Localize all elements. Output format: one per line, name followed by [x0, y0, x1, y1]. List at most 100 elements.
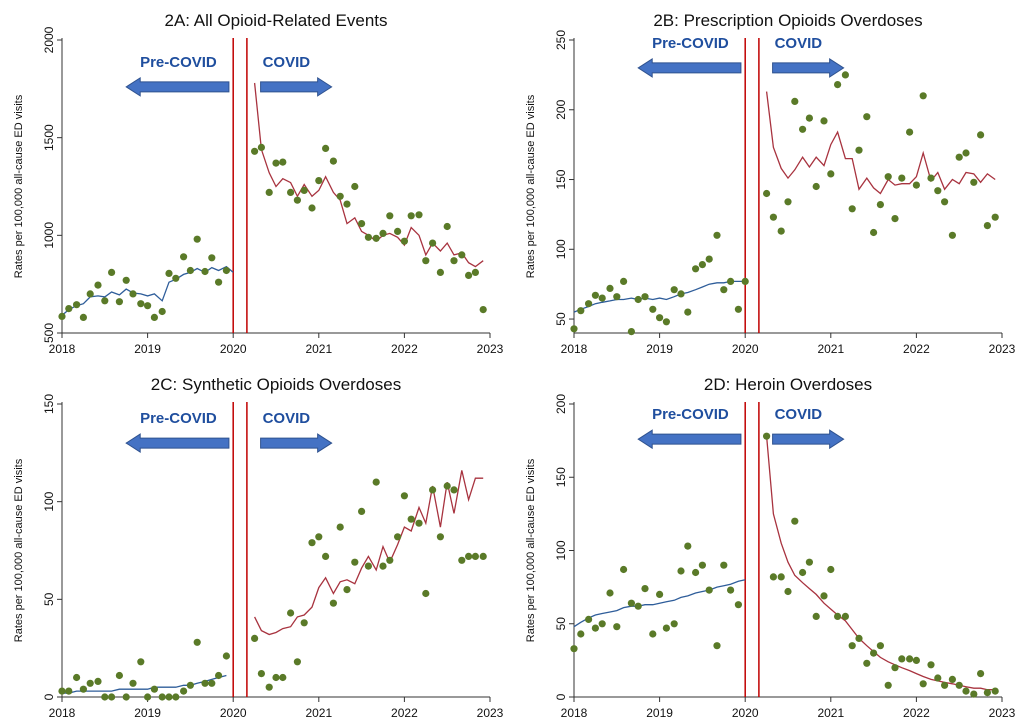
covid-data-point — [763, 432, 771, 440]
covid-data-point — [458, 556, 466, 564]
pre-covid-data-point — [627, 599, 635, 607]
covid-data-point — [265, 683, 273, 691]
pre-covid-data-point — [734, 305, 742, 313]
covid-data-point — [422, 257, 430, 265]
covid-arrow — [772, 57, 845, 78]
pre-covid-data-point — [208, 254, 216, 262]
pre-covid-data-point — [193, 638, 201, 646]
x-tick-label: 2021 — [305, 706, 332, 720]
covid-data-point — [386, 212, 394, 220]
covid-data-point — [322, 552, 330, 560]
covid-data-point — [351, 182, 359, 191]
covid-data-point — [429, 486, 437, 494]
covid-data-point — [329, 157, 337, 165]
pre-covid-data-point — [101, 693, 109, 701]
pre-covid-data-point — [65, 687, 73, 695]
pre-covid-data-point — [122, 276, 130, 284]
pre-covid-data-point — [79, 313, 87, 321]
pre-covid-data-point — [201, 267, 209, 276]
covid-data-point — [351, 558, 359, 566]
pre-covid-data-point — [180, 687, 188, 695]
pre-covid-data-point — [150, 685, 158, 693]
covid-data-point — [308, 204, 316, 212]
y-tick-label: 150 — [42, 394, 56, 414]
x-tick-label: 2023 — [989, 706, 1016, 720]
covid-data-point — [983, 689, 991, 697]
pre-covid-data-point — [677, 567, 685, 575]
covid-data-point — [372, 478, 380, 486]
x-tick-label: 2019 — [646, 342, 673, 356]
pre-covid-data-point — [58, 312, 66, 320]
pre-covid-data-point — [208, 679, 216, 687]
pre-covid-data-point — [94, 281, 102, 289]
pre-covid-data-point — [692, 265, 700, 273]
covid-data-point — [422, 589, 430, 598]
pre-covid-data-point — [215, 671, 223, 680]
pre-covid-data-point — [627, 328, 635, 336]
pre-covid-data-point — [172, 693, 180, 701]
pre-covid-data-point — [129, 290, 137, 298]
pre-covid-data-point — [172, 274, 180, 282]
covid-data-point — [429, 239, 437, 247]
pre-covid-data-point — [634, 295, 642, 304]
covid-arrow — [260, 433, 333, 453]
covid-data-point — [443, 482, 451, 490]
chart-panel-2b: 2B: Prescription Opioids Overdoses Rates … — [512, 0, 1024, 363]
pre-covid-data-point — [692, 568, 700, 577]
y-tick-label: 150 — [554, 467, 568, 487]
pre-covid-data-point — [641, 293, 649, 301]
covid-data-point — [300, 186, 308, 194]
covid-data-point — [934, 674, 942, 682]
x-tick-label: 2019 — [646, 706, 673, 720]
pre-covid-data-point — [649, 630, 657, 638]
covid-label: COVID — [263, 54, 311, 71]
covid-data-point — [977, 131, 985, 139]
covid-label: COVID — [263, 410, 311, 427]
covid-data-point — [876, 642, 884, 650]
covid-data-point — [407, 515, 415, 523]
covid-data-point — [257, 670, 265, 678]
covid-data-point — [848, 205, 856, 213]
pre-covid-data-point — [585, 300, 593, 308]
x-tick-label: 2020 — [732, 342, 759, 356]
pre-covid-label: Pre-COVID — [652, 35, 729, 52]
pre-covid-data-point — [727, 277, 735, 285]
covid-data-point — [336, 523, 344, 531]
covid-data-point — [912, 181, 920, 189]
pre-covid-data-point — [705, 586, 713, 594]
covid-data-point — [300, 619, 308, 627]
pre-covid-data-point — [670, 286, 678, 294]
x-tick-label: 2023 — [477, 706, 504, 720]
y-tick-label: 200 — [554, 394, 568, 414]
covid-data-point — [287, 609, 295, 617]
pre-covid-data-point — [186, 266, 194, 275]
pre-covid-data-point — [201, 679, 209, 687]
pre-covid-data-point — [741, 277, 749, 285]
covid-data-point — [443, 222, 451, 231]
pre-covid-data-point — [165, 693, 173, 701]
chart-title: 2C: Synthetic Opioids Overdoses — [151, 375, 401, 394]
covid-data-point — [479, 552, 487, 560]
x-tick-label: 2023 — [477, 342, 504, 356]
pre-covid-data-point — [713, 231, 721, 239]
covid-data-point — [834, 81, 842, 89]
pre-covid-data-point — [180, 253, 188, 261]
covid-data-point — [927, 661, 935, 669]
pre-covid-data-point — [606, 589, 614, 597]
y-axis-label: Rates per 100,000 all-cause ED visits — [13, 94, 25, 278]
covid-data-point — [805, 558, 813, 566]
y-axis-label: Rates per 100,000 all-cause ED visits — [525, 94, 537, 278]
pre-covid-data-point — [577, 307, 585, 315]
covid-data-point — [272, 159, 280, 167]
x-tick-label: 2019 — [134, 342, 161, 356]
y-tick-label: 2000 — [42, 26, 56, 53]
pre-covid-data-point — [598, 294, 606, 302]
pre-covid-data-point — [591, 624, 599, 632]
covid-data-point — [912, 656, 920, 664]
chart-svg: 2D: Heroin Overdoses Rates per 100,000 al… — [525, 375, 1016, 720]
pre-covid-data-point — [656, 590, 664, 598]
y-tick-label: 50 — [554, 312, 568, 326]
pre-covid-data-point — [137, 658, 145, 666]
covid-data-point — [884, 173, 892, 181]
pre-covid-arrow — [637, 429, 742, 450]
